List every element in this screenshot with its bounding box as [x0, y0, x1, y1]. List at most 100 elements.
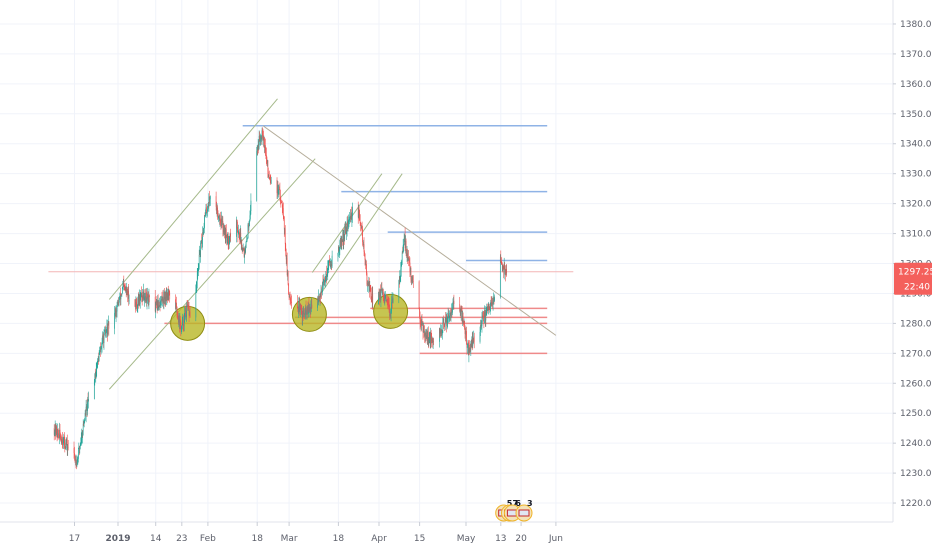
candle-body [281, 201, 282, 203]
candle-body [304, 312, 305, 315]
candle-body [267, 171, 269, 178]
candle-body [306, 310, 307, 315]
candle-body [427, 332, 429, 339]
time-tick-label: 18 [333, 534, 345, 544]
candle-body [180, 323, 182, 332]
candle-body [328, 260, 330, 263]
candle-body [502, 265, 504, 266]
candle-body [223, 229, 224, 233]
candle-body [136, 305, 138, 307]
candle-body [239, 232, 241, 242]
candle-body [258, 135, 260, 148]
candle-body [262, 134, 264, 136]
candle-body [285, 252, 287, 260]
candle-body [366, 273, 368, 285]
candle-body [286, 258, 288, 260]
candle-body [365, 264, 367, 265]
candle-body [209, 196, 211, 200]
candle-body [238, 232, 239, 235]
candle-body [256, 151, 258, 201]
candle-body [220, 218, 221, 223]
candle-body [484, 312, 485, 324]
candle-body [125, 289, 127, 290]
candle-body [460, 309, 462, 315]
candle-body [142, 292, 144, 299]
candle-body [267, 160, 268, 163]
price-tick-label: 1220.00 [900, 499, 932, 509]
candle-body [446, 322, 448, 326]
candle-body [64, 435, 65, 444]
candle-body [97, 359, 99, 365]
candle-body [155, 302, 157, 312]
candle-body [122, 288, 123, 294]
candle-body [380, 289, 382, 300]
candle-body [74, 453, 75, 457]
candle-body [163, 292, 165, 303]
candle-body [215, 196, 217, 207]
candle-body [299, 304, 301, 315]
price-tick-label: 1260.00 [900, 379, 932, 389]
candle-body [361, 226, 363, 229]
candle-body [140, 292, 142, 295]
candle-body [327, 266, 329, 268]
time-tick-label: 14 [150, 534, 162, 544]
candle-body [80, 439, 82, 443]
candle-body [167, 291, 169, 298]
candle-body [493, 296, 494, 303]
candle-body [250, 211, 251, 216]
candle-body [300, 304, 302, 308]
candle-body [80, 442, 82, 445]
candle-body [359, 214, 361, 224]
candle-body [488, 307, 490, 309]
candle-body [85, 413, 86, 416]
candle-body [464, 328, 466, 334]
candle-body [186, 304, 187, 318]
candle-body [83, 423, 85, 425]
candle-body [227, 233, 229, 237]
candle-body [102, 335, 103, 345]
candle-body [142, 292, 143, 299]
candle-body [162, 296, 163, 301]
candle-body [324, 281, 326, 283]
candle-body [348, 219, 350, 221]
candle-body [149, 295, 150, 298]
candle-body [409, 259, 410, 263]
candle-body [127, 294, 129, 295]
candle-body [136, 303, 138, 307]
candle-body [226, 235, 228, 242]
candle-body [276, 179, 278, 194]
candle-body [483, 316, 484, 318]
candle-body [59, 429, 60, 439]
candle-body [96, 364, 98, 368]
candle-body [484, 312, 486, 317]
candle-body [503, 265, 505, 273]
candle-body [259, 135, 260, 142]
candle-body [370, 288, 372, 294]
candle-body [154, 297, 156, 312]
candle-body [155, 302, 157, 303]
candle-body [277, 184, 278, 194]
candle-body [392, 299, 393, 303]
candle-body [139, 295, 141, 304]
candle-body [404, 234, 405, 239]
candle-body [269, 178, 271, 181]
candle-body [287, 272, 288, 276]
candle-body [102, 335, 104, 337]
candle-body [257, 148, 259, 150]
candle-body [360, 223, 361, 225]
candle-body [403, 238, 405, 245]
candle-body [183, 316, 185, 327]
candle-body [95, 369, 97, 375]
candle-body [144, 297, 145, 300]
candle-body [82, 423, 84, 432]
candle-body [307, 306, 308, 311]
candle-body [325, 278, 326, 282]
candle-body [468, 345, 470, 356]
candle-body [114, 312, 115, 329]
candle-body [265, 145, 266, 152]
candle-body [320, 293, 321, 297]
lower-channel-line [108, 158, 316, 390]
candle-body [268, 176, 270, 178]
